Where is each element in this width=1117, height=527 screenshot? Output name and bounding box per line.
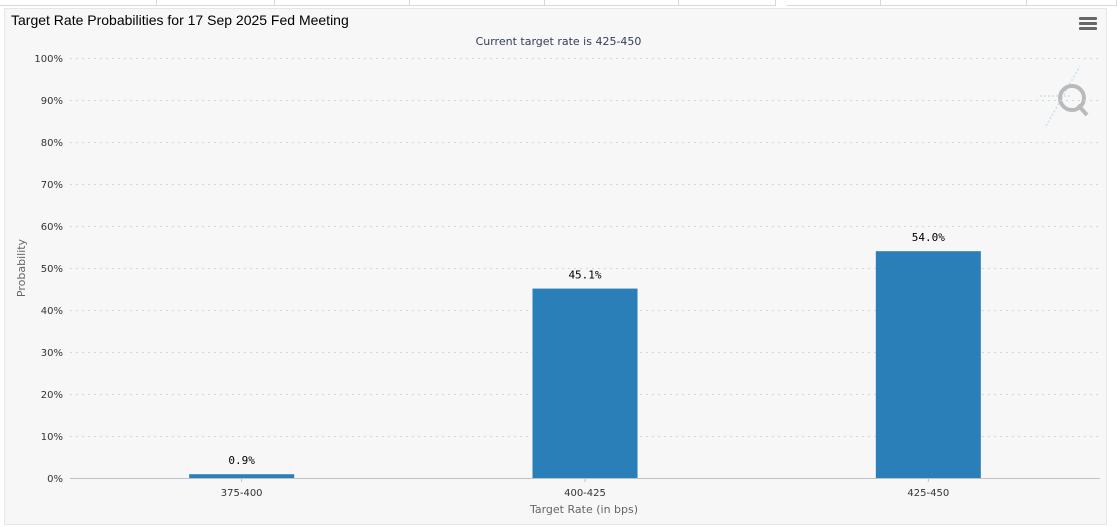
tab-segment[interactable] (881, 0, 1027, 6)
x-axis: 375-400 400-425 425-450 (221, 478, 949, 499)
tab-segment[interactable] (679, 0, 776, 6)
x-tick-label: 400-425 (564, 488, 606, 499)
y-tick-label: 0% (47, 474, 63, 485)
x-tick-label: 425-450 (907, 488, 949, 499)
chart-title: Target Rate Probabilities for 17 Sep 202… (11, 12, 349, 28)
hamburger-menu-icon[interactable] (1079, 17, 1097, 31)
y-tick-label: 40% (41, 306, 63, 317)
tab-segment[interactable] (275, 0, 410, 6)
y-tick-label: 20% (41, 390, 63, 401)
y-tick-label: 70% (41, 180, 63, 191)
y-tick-label: 60% (41, 222, 63, 233)
data-label: 54.0% (912, 231, 945, 244)
data-label: 45.1% (568, 269, 601, 282)
y-tick-label: 10% (41, 432, 63, 443)
tab-segment[interactable] (787, 0, 881, 6)
bar-400-425[interactable] (532, 288, 638, 478)
bar-375-400[interactable] (189, 474, 295, 478)
tab-segment[interactable] (157, 0, 275, 6)
data-label: 0.9% (228, 454, 255, 467)
tab-segment[interactable] (545, 0, 679, 6)
y-tick-label: 90% (41, 96, 63, 107)
bars: 0.9% 45.1% 54.0% (189, 231, 981, 478)
bar-425-450[interactable] (875, 251, 981, 478)
tab-segment[interactable] (0, 0, 157, 6)
y-tick-label: 30% (41, 348, 63, 359)
y-tick-label: 50% (41, 264, 63, 275)
tab-strip (0, 0, 1117, 6)
y-tick-label: 100% (34, 54, 63, 65)
y-axis: 0% 10% 20% 30% 40% 50% 60% 70% 80% 90% 100% (34, 54, 63, 485)
chart-subtitle: Current target rate is 425-450 (475, 35, 642, 48)
x-tick-label: 375-400 (221, 488, 263, 499)
x-axis-title: Target Rate (in bps) (529, 503, 638, 516)
y-axis-title: Probability (15, 238, 28, 297)
tab-segment[interactable] (410, 0, 545, 6)
q-logo-icon (1040, 65, 1089, 127)
y-tick-label: 80% (41, 138, 63, 149)
